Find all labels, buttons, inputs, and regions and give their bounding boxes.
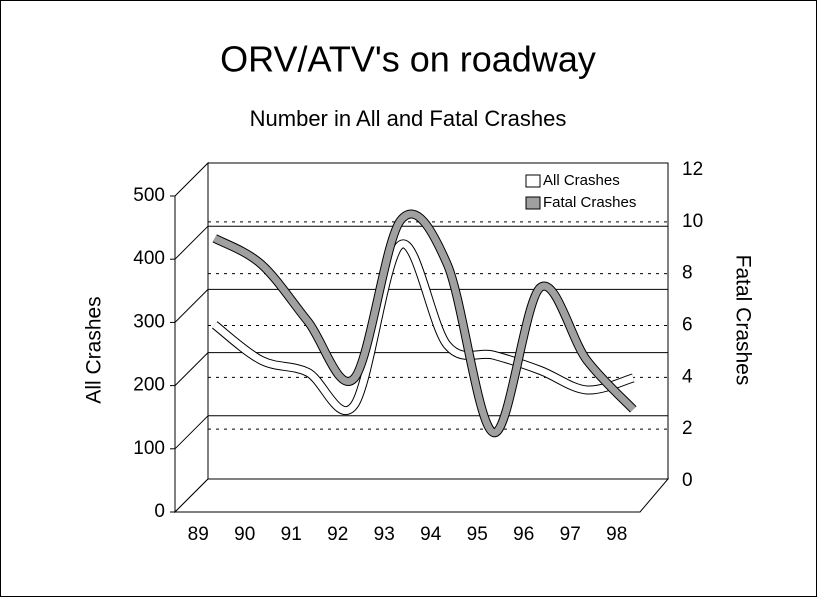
- y-tick-label: 500: [133, 185, 165, 206]
- x-tick-label: 95: [467, 524, 488, 545]
- y2-tick-label: 2: [682, 418, 693, 439]
- y2-axis-label: Fatal Crashes: [731, 255, 754, 386]
- chart-subtitle: Number in All and Fatal Crashes: [250, 106, 567, 131]
- x-tick-label: 93: [374, 524, 395, 545]
- x-tick-label: 90: [234, 524, 255, 545]
- y-tick-label: 100: [133, 438, 165, 459]
- legend-label: Fatal Crashes: [543, 194, 636, 211]
- y2-tick-label: 0: [682, 470, 693, 491]
- line: [212, 240, 635, 415]
- x-tick-label: 91: [281, 524, 302, 545]
- x-tick-label: 98: [606, 524, 627, 545]
- grid-line: [174, 225, 209, 260]
- legend-label: All Crashes: [543, 172, 620, 189]
- legend-swatch: [525, 174, 541, 188]
- x-tick-label: 94: [420, 524, 442, 545]
- y-tick-label: 400: [133, 248, 165, 269]
- x-tick-label: 96: [513, 524, 534, 545]
- line: [213, 210, 636, 437]
- x-tick-label: 92: [327, 524, 348, 545]
- y2-tick-label: 10: [682, 211, 703, 232]
- y-tick-label: 0: [154, 501, 165, 522]
- side-wall: [174, 161, 209, 514]
- grid-line: [174, 352, 209, 386]
- y2-tick-label: 4: [682, 366, 693, 387]
- legend: All Crashes Fatal Crashes: [525, 172, 636, 211]
- y2-tick-label: 8: [682, 263, 693, 284]
- x-tick-label: 89: [188, 524, 209, 545]
- x-tick-label: 97: [560, 524, 581, 545]
- grid-line: [174, 415, 209, 450]
- y-axis-label: All Crashes: [83, 296, 106, 403]
- y2-tick-label: 6: [682, 315, 693, 336]
- chart-title: ORV/ATV's on roadway: [220, 39, 596, 80]
- grid-line: [174, 289, 209, 323]
- y2-tick-label: 12: [682, 159, 703, 180]
- floor: [173, 478, 670, 513]
- y-tick-label: 300: [133, 311, 165, 332]
- y-tick-label: 200: [133, 375, 165, 396]
- legend-swatch: [525, 196, 541, 210]
